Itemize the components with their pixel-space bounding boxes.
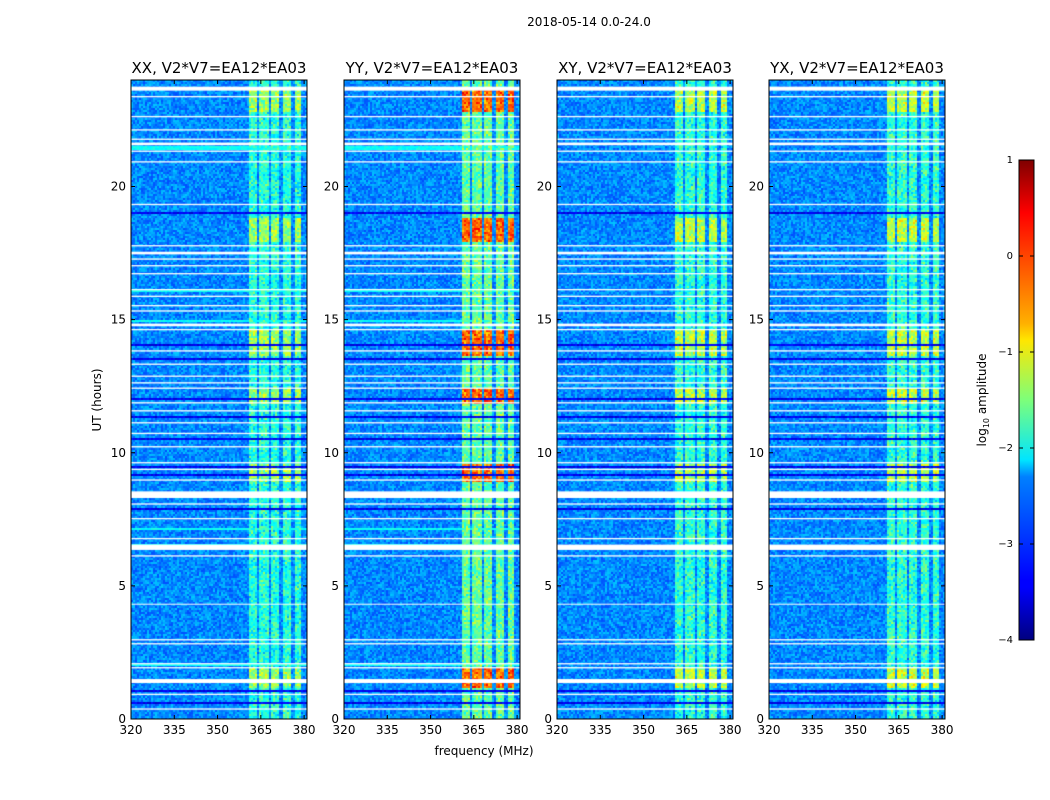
x-tick-label: 320 [120,723,143,737]
x-tick-label: 335 [589,723,612,737]
colorbar-tick-label: −3 [998,539,1013,550]
colorbar-tick-label: −2 [998,443,1013,454]
colorbar-label-rest: amplitude [975,354,989,418]
colorbar-tick-label: 1 [1007,155,1013,166]
y-tick-label: 20 [749,180,764,194]
x-axis-label: frequency (MHz) [434,744,533,758]
plot-frame [556,79,734,720]
x-tick-label: 380 [931,723,954,737]
x-tick-label: 380 [506,723,529,737]
plot-frame [343,79,521,720]
panel-title: XX, V2*V7=EA12*EA03 [132,59,307,77]
x-tick-label: 365 [462,723,485,737]
y-tick-label: 20 [324,180,339,194]
x-tick-label: 320 [333,723,356,737]
y-tick-label: 10 [537,446,552,460]
plot-frame [768,79,946,720]
y-tick-label: 15 [537,313,552,327]
x-tick-label: 380 [719,723,742,737]
panels: 320 335 350 365 380 0 5 10 15 20 XX, V2*V7=EA12*EA… [111,59,954,737]
heatmap-image [344,80,520,719]
panel-2: 320 335 350 365 380 0 5 10 15 20 XY, V2*V7=EA12*EA… [537,59,742,737]
figure-suptitle: 2018-05-14 0.0-24.0 [527,15,651,29]
y-tick-label: 0 [544,712,552,726]
y-tick-label: 15 [749,313,764,327]
colorbar-label: log10 amplitude [975,354,991,447]
y-tick-label: 20 [111,180,126,194]
y-tick-label: 5 [118,579,126,593]
y-tick-label: 5 [756,579,764,593]
colorbar-label-subscript: 10 [982,418,991,428]
y-tick-label: 0 [756,712,764,726]
x-tick-label: 320 [546,723,569,737]
y-tick-label: 0 [331,712,339,726]
y-tick-label: 0 [118,712,126,726]
x-tick-label: 320 [758,723,781,737]
y-tick-label: 10 [324,446,339,460]
colorbar-tick-label: 0 [1007,251,1013,262]
y-tick-label: 5 [331,579,339,593]
panel-title: XY, V2*V7=EA12*EA03 [558,59,732,77]
x-tick-label: 350 [632,723,655,737]
x-tick-label: 365 [249,723,272,737]
x-tick-label: 365 [887,723,910,737]
colorbar-gradient [1018,159,1035,641]
heatmap-image [769,80,945,719]
panel-title: YX, V2*V7=EA12*EA03 [769,59,944,77]
colorbar-tick-label: −1 [998,347,1013,358]
y-tick-label: 5 [544,579,552,593]
y-axis-label: UT (hours) [90,368,104,431]
colorbar: 10−1−2−3−4 log10 amplitude [975,155,1035,646]
heatmap-image [131,80,307,719]
panel-1: 320 335 350 365 380 0 5 10 15 20 YY, V2*V7=EA12*EA… [324,59,529,737]
x-tick-label: 335 [801,723,824,737]
panel-3: 320 335 350 365 380 0 5 10 15 20 YX, V2*V7=EA12*EA… [749,59,954,737]
x-tick-label: 365 [675,723,698,737]
x-tick-label: 335 [163,723,186,737]
x-tick-label: 335 [376,723,399,737]
y-tick-label: 10 [749,446,764,460]
y-tick-label: 15 [111,313,126,327]
colorbar-tick-label: −4 [998,635,1013,646]
y-tick-label: 15 [324,313,339,327]
plot-frame [130,79,308,720]
panel-title: YY, V2*V7=EA12*EA03 [345,59,519,77]
heatmap-image [557,80,733,719]
x-tick-label: 350 [419,723,442,737]
x-tick-label: 380 [293,723,316,737]
y-tick-label: 20 [537,180,552,194]
x-tick-label: 350 [844,723,867,737]
y-tick-label: 10 [111,446,126,460]
x-tick-label: 350 [206,723,229,737]
colorbar-ticks: 1 0 −1 −2 −3 −4 [998,155,1034,646]
panel-0: 320 335 350 365 380 0 5 10 15 20 XX, V2*V7=EA12*EA… [111,59,316,737]
